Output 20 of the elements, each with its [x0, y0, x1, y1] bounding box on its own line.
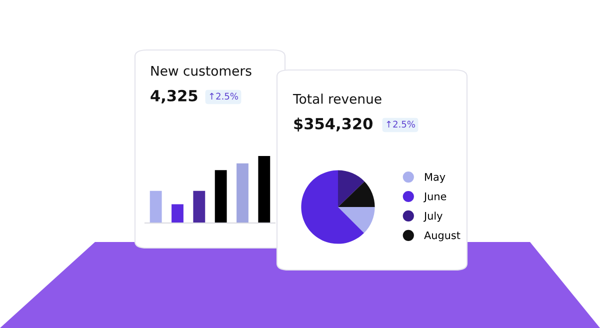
chart-title: Total revenue — [292, 94, 382, 104]
legend-label: July — [423, 212, 442, 222]
pie-slice — [338, 170, 365, 207]
text: ↑2.5% — [210, 92, 238, 100]
pie-slice — [338, 181, 375, 207]
chart-subtitle: $354,320 — [294, 118, 372, 132]
bar — [172, 204, 184, 223]
bar — [236, 163, 248, 223]
legend-label: June — [423, 192, 446, 202]
pie-slice — [301, 170, 364, 244]
bar — [258, 156, 270, 223]
bar — [150, 190, 162, 223]
legend-label: August — [424, 231, 460, 242]
pie-slice — [338, 207, 375, 234]
bar — [214, 170, 227, 223]
chart-title: New customers — [151, 66, 252, 76]
text: ↑2.5% — [386, 120, 415, 128]
chart-subtitle: 4,325 — [150, 90, 198, 104]
bar — [193, 190, 206, 223]
legend-label: May — [425, 173, 446, 183]
